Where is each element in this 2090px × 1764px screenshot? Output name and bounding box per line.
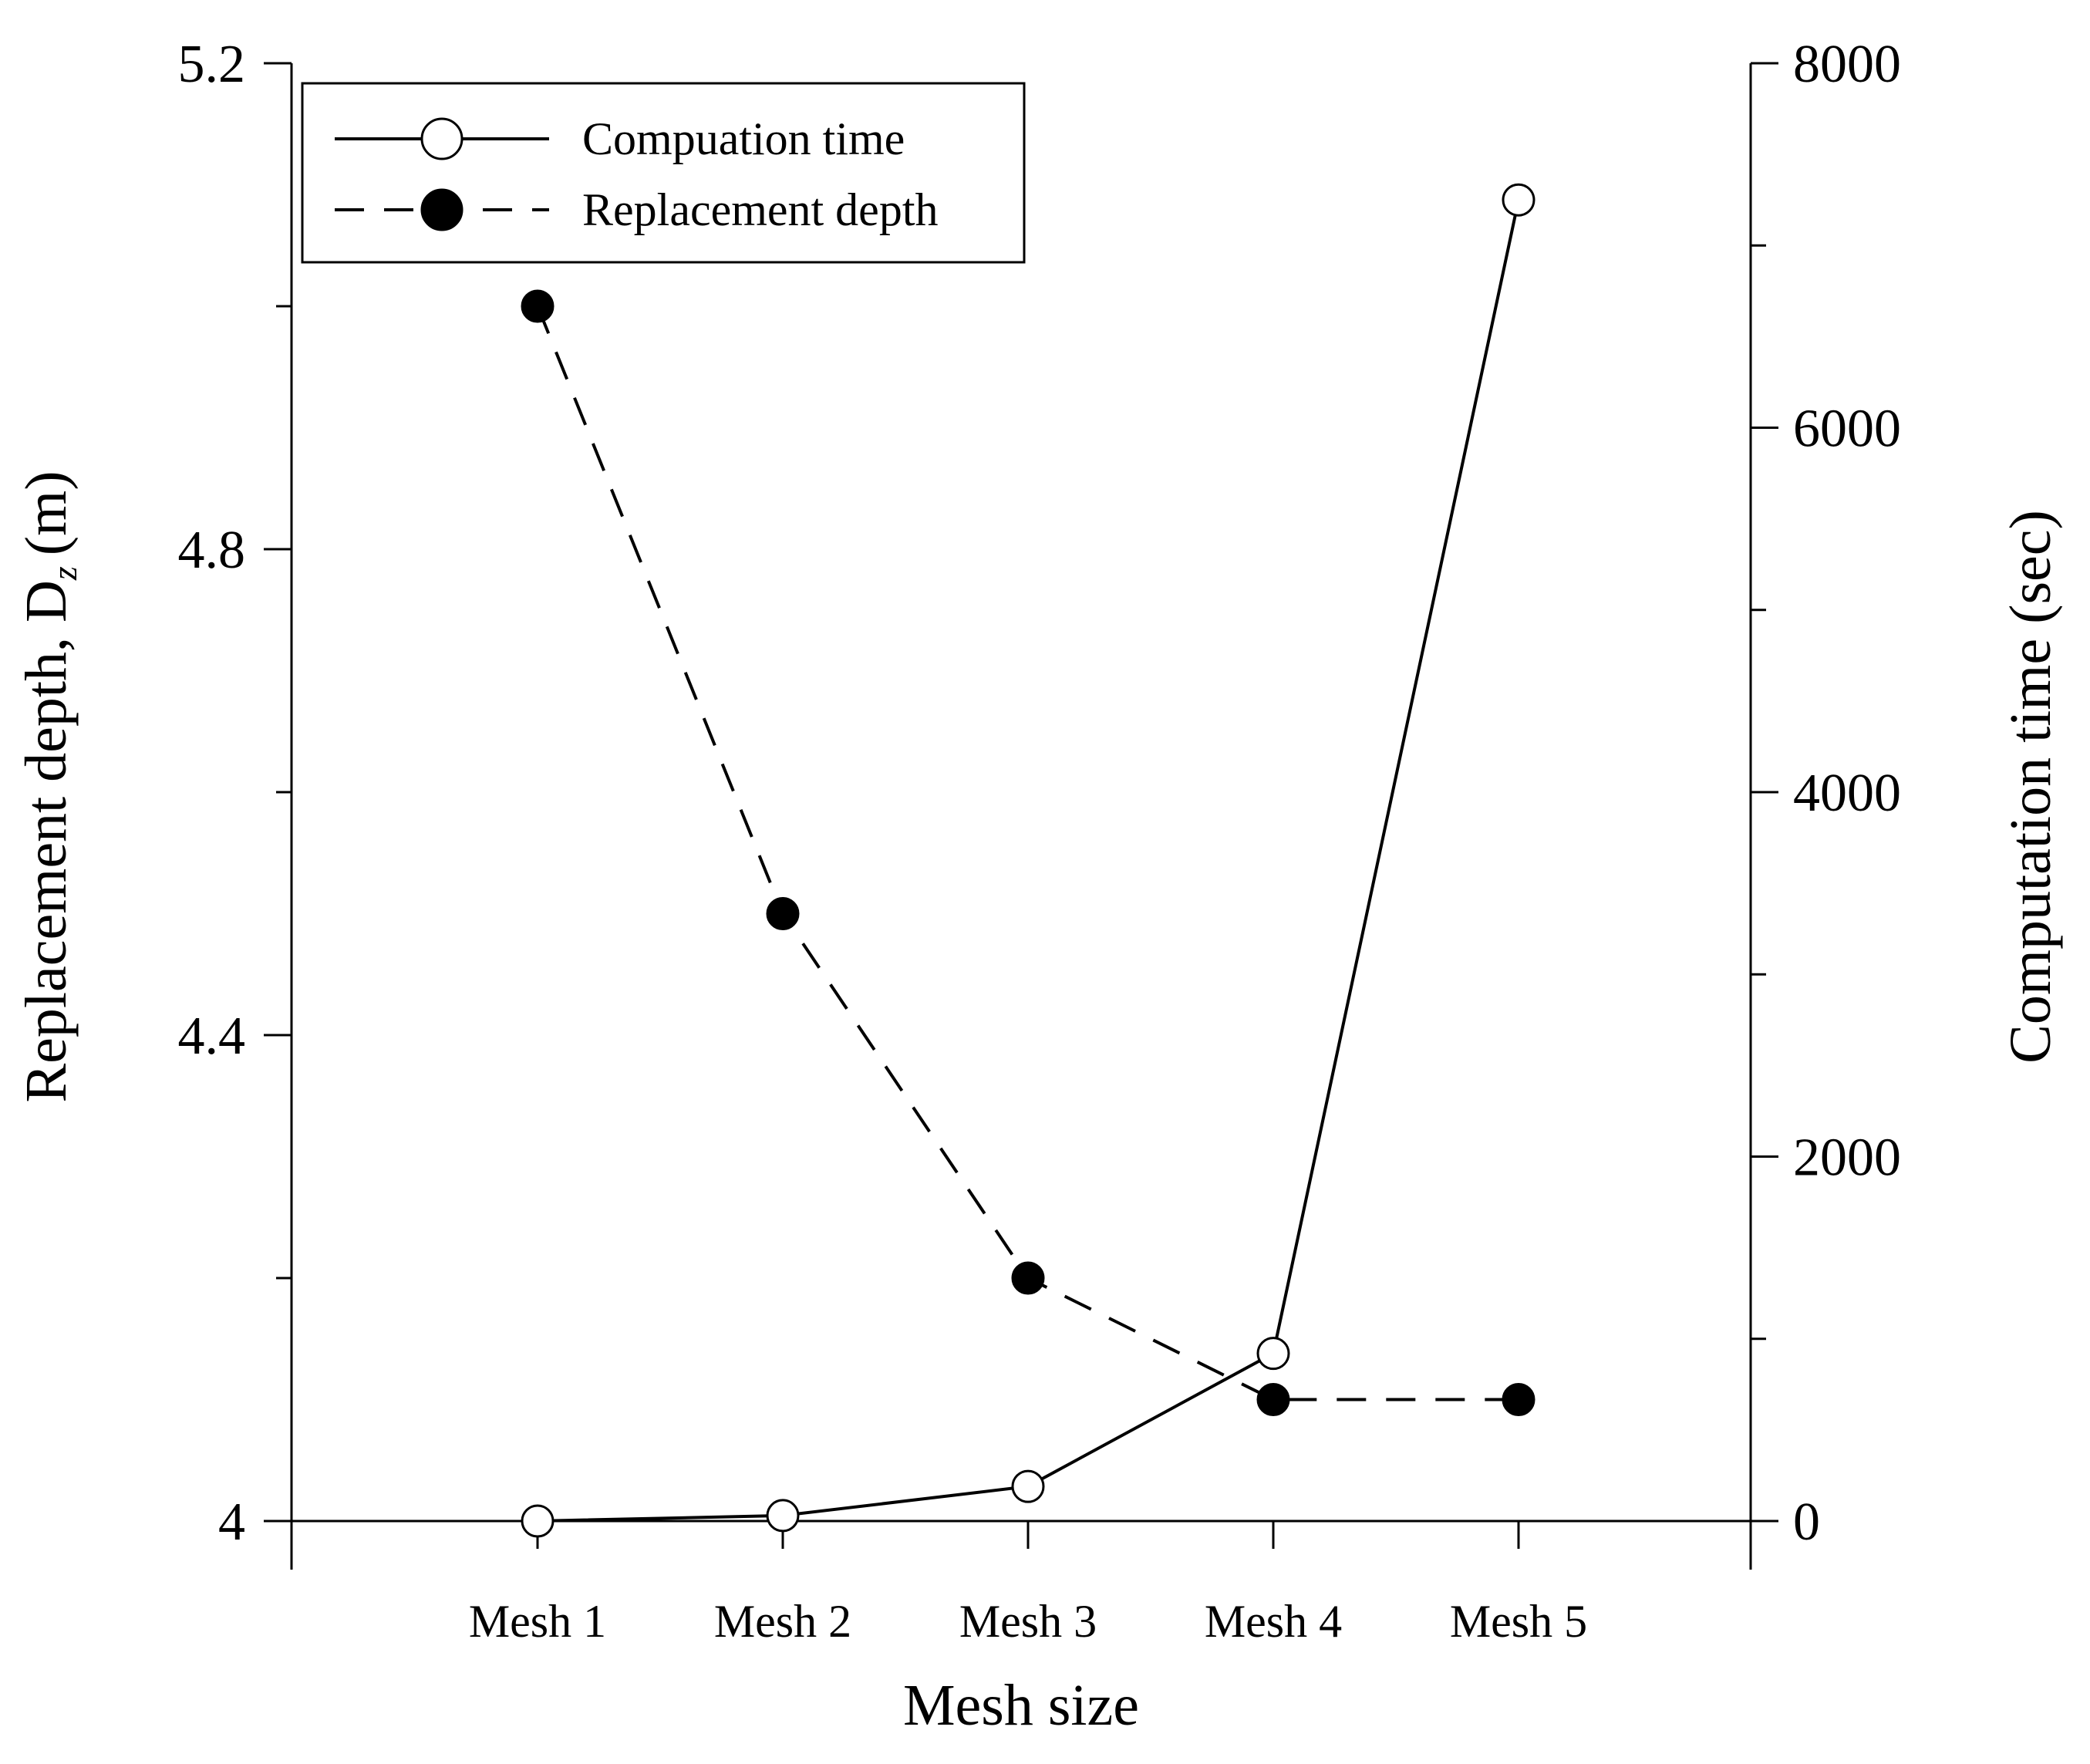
series-lines [536,199,1520,1523]
right-axis-tick-label: 2000 [1793,1128,1901,1188]
series-line-computation-time [537,199,1520,1523]
left-axis-tick-label: 4.8 [178,521,246,580]
data-point-replacement-depth [766,897,800,930]
x-axis-tick-label: Mesh 5 [1450,1596,1587,1647]
x-axis-tick-label: Mesh 2 [714,1596,851,1647]
right-axis-tick-label: 8000 [1793,35,1901,94]
y-axis-title-unit: (m) [14,471,79,555]
data-point-replacement-depth [1502,1383,1535,1416]
right-axis-ticks [1751,62,1778,1523]
legend-box [301,82,1026,264]
right-axis-tick-labels: 0 2000 4000 6000 8000 [1793,35,1901,1552]
data-point-computation-time [1502,183,1535,217]
data-point-replacement-depth [1011,1261,1045,1295]
legend-label-computation-time: Compuation time [582,113,905,164]
x-axis-tick-label: Mesh 4 [1205,1596,1342,1647]
right-axis-tick-label: 0 [1793,1492,1820,1552]
data-point-replacement-depth [521,289,555,323]
y-axis-title-subscript: z [45,566,84,581]
x-axis-tick-label: Mesh 1 [469,1596,606,1647]
data-point-computation-time [521,1504,555,1538]
x-axis-tick-labels: Mesh 1 Mesh 2 Mesh 3 Mesh 4 Mesh 5 [469,1596,1587,1647]
data-point-replacement-depth [1256,1383,1290,1416]
legend-marker-computation-time [420,117,464,160]
left-axis-tick-label: 4 [218,1492,245,1552]
data-point-computation-time [1256,1337,1290,1371]
y-axis-title-main: Replacement depth, D [14,580,79,1102]
right-axis-tick-label: 4000 [1793,764,1901,823]
left-axis-tick-label: 5.2 [178,35,246,94]
y2-axis-title: Computation time (sec) [1998,510,2063,1064]
x-axis-tick-label: Mesh 3 [959,1596,1097,1647]
series-line-replacement-depth [536,305,1519,1401]
data-point-computation-time [1011,1469,1045,1503]
left-axis-ticks [264,62,292,1523]
y-axis-title: Replacement depth, Dz (m) [14,471,84,1102]
series-markers [521,183,1535,1538]
left-axis-tick-labels: 4 4.4 4.8 5.2 [178,35,246,1552]
data-point-computation-time [766,1499,800,1533]
x-axis-title: Mesh size [903,1673,1139,1738]
right-axis-tick-label: 6000 [1793,400,1901,459]
legend-label-replacement-depth: Replacement depth [582,184,938,235]
x-axis-ticks [536,1521,1520,1549]
left-axis-tick-label: 4.4 [178,1007,246,1066]
legend: Compuation time Replacement depth [301,82,1026,264]
legend-marker-replacement-depth [420,188,464,231]
